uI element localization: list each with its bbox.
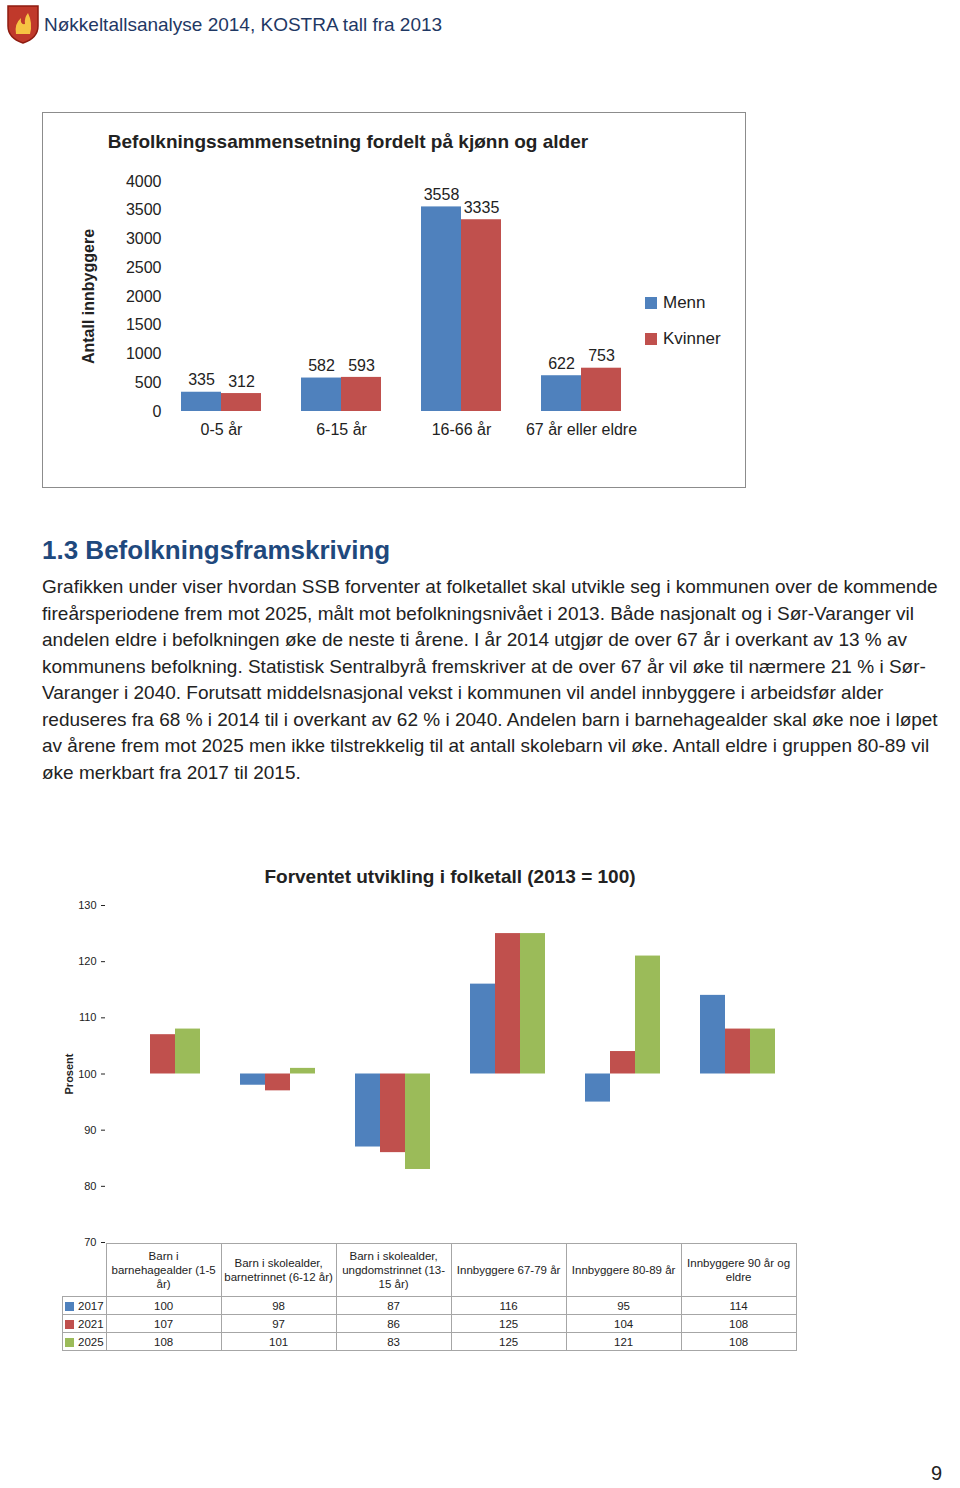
html-text:Innbyggere 67-79 år: Innbyggere 67-79 år [456,1264,561,1276]
html-text:Innbyggere 80-89 år: Innbyggere 80-89 år [571,1264,676,1276]
svg-text:2000: 2000 [126,288,162,305]
html-text:1.3 Befolkningsframskriving: 1.3 Befolkningsframskriving [42,535,391,565]
html-text:97: 97 [272,1317,285,1330]
svg-text:100: 100 [78,1068,96,1080]
html-text:87: 87 [387,1299,400,1312]
html-text:100: 100 [154,1299,174,1312]
svg-text:582: 582 [308,357,335,374]
html-text:2017: 2017 [78,1299,104,1312]
html-text:2025: 2025 [78,1335,104,1348]
html-text:Befolkningssammensetning forde: Befolkningssammensetning fordelt på kjøn… [107,131,589,152]
svg-text:3500: 3500 [126,201,162,218]
svg-text:335: 335 [188,371,215,388]
svg-text:70: 70 [84,1236,96,1247]
html-text:Menn: Menn [663,293,706,312]
svg-text:3335: 3335 [464,199,500,216]
html-text:104: 104 [614,1317,634,1330]
svg-text:312: 312 [228,373,255,390]
svg-text:1000: 1000 [126,345,162,362]
html-text:Forventet utvikling i folketal: Forventet utvikling i folketall (2013 = … [264,866,636,887]
svg-text:80: 80 [84,1180,96,1192]
svg-text:1500: 1500 [126,316,162,333]
svg-text:3558: 3558 [424,186,460,203]
svg-text:622: 622 [548,355,575,372]
html-text:Innbyggere 90 år og eldre: Innbyggere 90 år og eldre [687,1257,791,1283]
html-text:95: 95 [617,1299,630,1312]
html-text:Kvinner: Kvinner [663,329,721,348]
html-text:116: 116 [499,1299,518,1312]
html-text:83: 83 [387,1335,400,1348]
svg-text:67 år eller eldre: 67 år eller eldre [526,421,637,438]
html-text:Barn i barnehagealder (1-5 år): Barn i barnehagealder (1-5 år) [111,1250,216,1290]
html-text:Barn i skolealder, ungdomstrin: Barn i skolealder, ungdomstrinnet (13-15… [342,1250,445,1290]
svg-text:593: 593 [348,357,375,374]
svg-text:3000: 3000 [126,230,162,247]
svg-text:0: 0 [153,403,162,420]
html-text:108: 108 [729,1317,749,1330]
html-text:108: 108 [154,1335,174,1348]
html-text:Barn i skolealder, barnetrinne: Barn i skolealder, barnetrinnet (6-12 år… [224,1257,333,1283]
html-text:86: 86 [387,1317,400,1330]
svg-text:6-15 år: 6-15 år [316,421,367,438]
svg-text:16-66 år: 16-66 år [432,421,492,438]
html-text:98: 98 [272,1299,285,1312]
svg-text:2500: 2500 [126,259,162,276]
html-text:107: 107 [154,1317,174,1330]
html-text:9: 9 [930,1462,942,1484]
svg-text:753: 753 [588,347,615,364]
html-text:125: 125 [499,1335,519,1348]
html-text:121: 121 [614,1335,634,1348]
svg-text:500: 500 [135,374,162,391]
svg-text:0-5 år: 0-5 år [201,421,243,438]
svg-text:Antall innbyggere: Antall innbyggere [80,229,97,364]
html-text:125: 125 [499,1317,519,1330]
html-text:108: 108 [729,1335,749,1348]
svg-text:110: 110 [79,1011,97,1023]
html-text:101: 101 [269,1335,289,1348]
svg-text:4000: 4000 [126,173,162,190]
html-text:114: 114 [729,1299,748,1312]
svg-text:90: 90 [84,1124,96,1136]
html-text:Nøkkeltallsanalyse 2014, KOSTR: Nøkkeltallsanalyse 2014, KOSTRA tall fra… [44,14,443,35]
svg-text:120: 120 [78,955,96,967]
svg-text:130: 130 [78,899,96,911]
svg-text:Prosent: Prosent [63,1053,75,1094]
html-text:2021: 2021 [78,1317,104,1330]
html-text:Grafikken under viser hvordan: Grafikken under viser hvordan SSB forven… [42,576,938,783]
